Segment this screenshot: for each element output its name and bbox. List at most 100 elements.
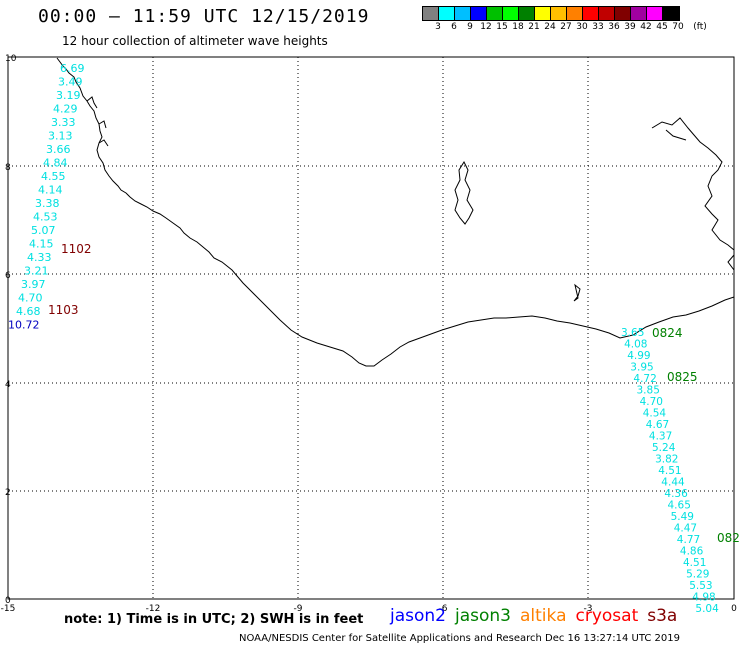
track-value-label: 4.72 <box>633 373 656 385</box>
colorbar-label: 21 <box>528 22 540 32</box>
footer-credit: NOAA/NESDIS Center for Satellite Applica… <box>239 633 681 644</box>
colorbar-swatch <box>423 7 439 20</box>
track-value-label: 4.47 <box>674 523 697 535</box>
island-center <box>454 160 474 225</box>
satellite-legend: jason2 jason3 altika cryosat s3a <box>390 606 686 626</box>
legend-s3a: s3a <box>647 606 678 626</box>
footer-note: note: 1) Time is in UTC; 2) SWH is in fe… <box>64 612 364 627</box>
track-value-label: 6.69 <box>60 62 85 75</box>
time-label: 1102 <box>61 242 92 256</box>
track-value-label: 4.51 <box>683 557 706 569</box>
time-label: 0825 <box>667 370 698 384</box>
track-value-label: 10.72 <box>8 319 40 332</box>
track-value-label: 4.51 <box>658 465 681 477</box>
colorbar-swatch <box>535 7 551 20</box>
island-small <box>573 283 581 302</box>
track-value-label: 4.77 <box>677 534 700 546</box>
track-value-label: 3.65 <box>621 327 644 339</box>
track-value-label: 3.49 <box>58 76 83 89</box>
colorbar-label: 33 <box>592 22 604 32</box>
colorbar-label: 6 <box>451 22 457 32</box>
x-tick-label: -6 <box>439 604 448 614</box>
x-tick-label: -15 <box>1 604 16 614</box>
track-value-label: 5.29 <box>686 569 709 581</box>
track-value-label: 5.53 <box>689 580 712 592</box>
track-value-label: 4.65 <box>668 500 691 512</box>
colorbar-swatch <box>503 7 519 20</box>
y-tick-label: 8 <box>5 163 11 173</box>
colorbar-label: 70 <box>672 22 684 32</box>
colorbar-label: 9 <box>467 22 473 32</box>
y-tick-label: 10 <box>5 54 17 64</box>
legend-jason2: jason2 <box>390 606 446 626</box>
axis-tick-labels: -15 -12 -9 -6 -3 0 0 2 4 6 8 10 <box>1 54 737 614</box>
colorbar-swatch <box>439 7 455 20</box>
track-left-values: 6.693.493.194.293.333.133.664.844.554.14… <box>8 62 85 332</box>
colorbar-swatch <box>599 7 615 20</box>
track-value-label: 5.24 <box>652 442 676 454</box>
colorbar-swatch <box>567 7 583 20</box>
colorbar-label: 18 <box>512 22 524 32</box>
y-tick-label: 6 <box>5 271 11 281</box>
track-value-label: 3.33 <box>51 116 76 129</box>
track-value-label: 4.29 <box>53 103 78 116</box>
coast-detail-a <box>86 96 109 147</box>
track-value-label: 4.55 <box>41 170 66 183</box>
x-tick-label: 0 <box>731 604 737 614</box>
track-value-label: 4.86 <box>680 546 704 558</box>
y-tick-label: 4 <box>5 380 11 390</box>
colorbar-swatch <box>583 7 599 20</box>
track-value-label: 3.66 <box>46 143 71 156</box>
track-value-label: 4.33 <box>27 251 52 264</box>
track-value-label: 3.85 <box>637 385 660 397</box>
colorbar-swatch <box>455 7 471 20</box>
legend-cryosat: cryosat <box>575 606 639 626</box>
track-value-label: 3.38 <box>35 197 60 210</box>
track-value-label: 5.04 <box>695 603 719 615</box>
track-value-label: 4.37 <box>649 431 672 443</box>
x-tick-label: -3 <box>584 604 593 614</box>
track-value-label: 4.68 <box>16 305 41 318</box>
track-value-label: 4.36 <box>664 488 688 500</box>
track-value-label: 4.84 <box>43 157 68 170</box>
main-coastline <box>56 57 735 367</box>
track-value-label: 4.44 <box>661 477 685 489</box>
track-value-label: 4.54 <box>643 408 667 420</box>
right-edge-coast <box>727 254 735 271</box>
track-value-label: 3.95 <box>630 362 653 374</box>
colorbar-label: 42 <box>640 22 652 32</box>
colorbar-label: 24 <box>544 22 556 32</box>
track-value-label: 3.21 <box>24 265 49 278</box>
colorbar-swatch <box>647 7 663 20</box>
y-tick-label: 0 <box>5 596 11 606</box>
track-value-label: 4.98 <box>692 592 715 604</box>
track-right-values: 3.654.084.993.954.723.854.704.544.674.37… <box>621 327 719 615</box>
track-value-label: 4.67 <box>646 419 669 431</box>
colorbar-label: 12 <box>480 22 492 32</box>
colorbar-swatch <box>615 7 631 20</box>
track-time-labels: 1102 1103 0824 0825 082 <box>48 242 740 545</box>
colorbar-label: 15 <box>496 22 508 32</box>
wave-height-colorbar <box>422 6 680 21</box>
x-tick-label: -12 <box>146 604 161 614</box>
legend-altika: altika <box>520 606 567 626</box>
island-right <box>651 117 735 251</box>
x-tick-label: -9 <box>294 604 303 614</box>
map-frame <box>7 56 735 600</box>
colorbar-swatch <box>551 7 567 20</box>
track-value-label: 4.70 <box>640 396 663 408</box>
track-value-label: 5.07 <box>31 224 56 237</box>
colorbar-swatch <box>663 7 679 20</box>
track-value-label: 4.53 <box>33 211 58 224</box>
track-value-label: 4.14 <box>38 184 63 197</box>
track-value-label: 4.15 <box>29 238 54 251</box>
track-value-label: 3.13 <box>48 130 73 143</box>
colorbar-swatch <box>471 7 487 20</box>
track-value-label: 3.97 <box>21 278 46 291</box>
page-title: 00:00 – 11:59 UTC 12/15/2019 <box>38 6 370 27</box>
track-value-label: 3.19 <box>56 89 81 102</box>
legend-jason3: jason3 <box>455 606 511 626</box>
colorbar-label: 3 <box>435 22 441 32</box>
colorbar-swatch <box>631 7 647 20</box>
